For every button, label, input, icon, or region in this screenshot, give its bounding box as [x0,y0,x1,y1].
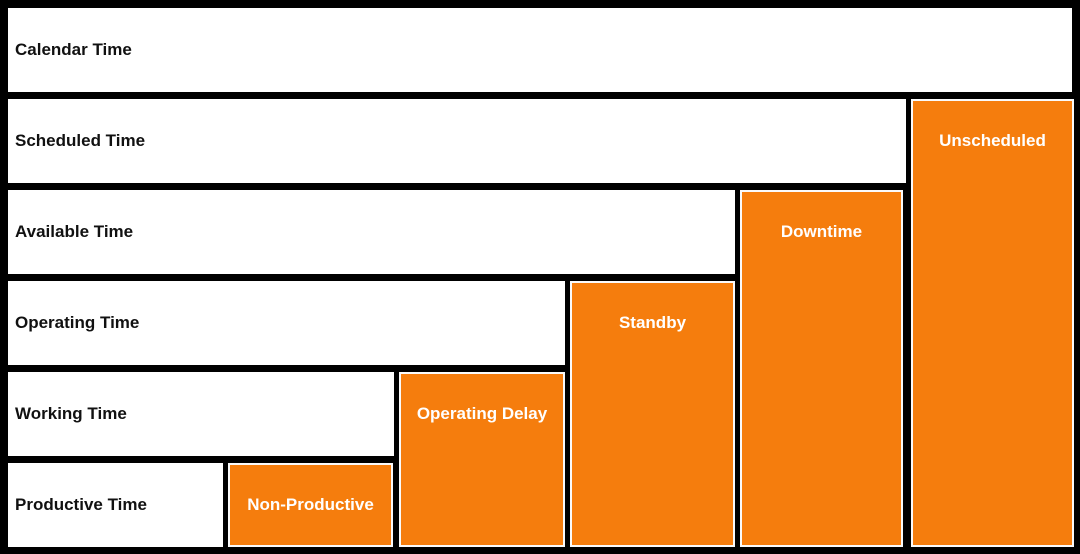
row-label-available-time: Available Time [15,222,134,241]
column-non-productive: Non-Productive [228,463,393,547]
row-label-operating-time: Operating Time [15,313,140,332]
column-downtime: Downtime [740,190,903,547]
column-operating-delay: Operating Delay [399,372,565,547]
row-label-productive-time: Productive Time [15,495,147,514]
column-label-band: Standby [572,283,733,363]
column-label-band: Downtime [742,192,901,272]
column-label-band: Non-Productive [230,465,391,545]
column-unscheduled: Unscheduled [911,99,1074,547]
column-standby: Standby [570,281,735,547]
column-label-standby: Standby [618,313,687,332]
column-label-operating-delay: Operating Delay [416,404,548,423]
row-label-working-time: Working Time [15,404,127,423]
column-label-band: Operating Delay [401,374,563,454]
row-calendar-time: Calendar Time [8,8,1072,92]
row-productive-time: Productive Time [8,463,223,547]
row-label-calendar-time: Calendar Time [15,40,132,59]
column-label-unscheduled: Unscheduled [939,131,1046,150]
row-label-scheduled-time: Scheduled Time [15,131,146,150]
row-working-time: Working Time [8,372,394,456]
column-label-downtime: Downtime [780,222,863,241]
row-available-time: Available Time [8,190,735,274]
column-label-band: Unscheduled [913,101,1072,181]
row-scheduled-time: Scheduled Time [8,99,906,183]
column-label-non-productive: Non-Productive [247,495,374,514]
row-operating-time: Operating Time [8,281,565,365]
